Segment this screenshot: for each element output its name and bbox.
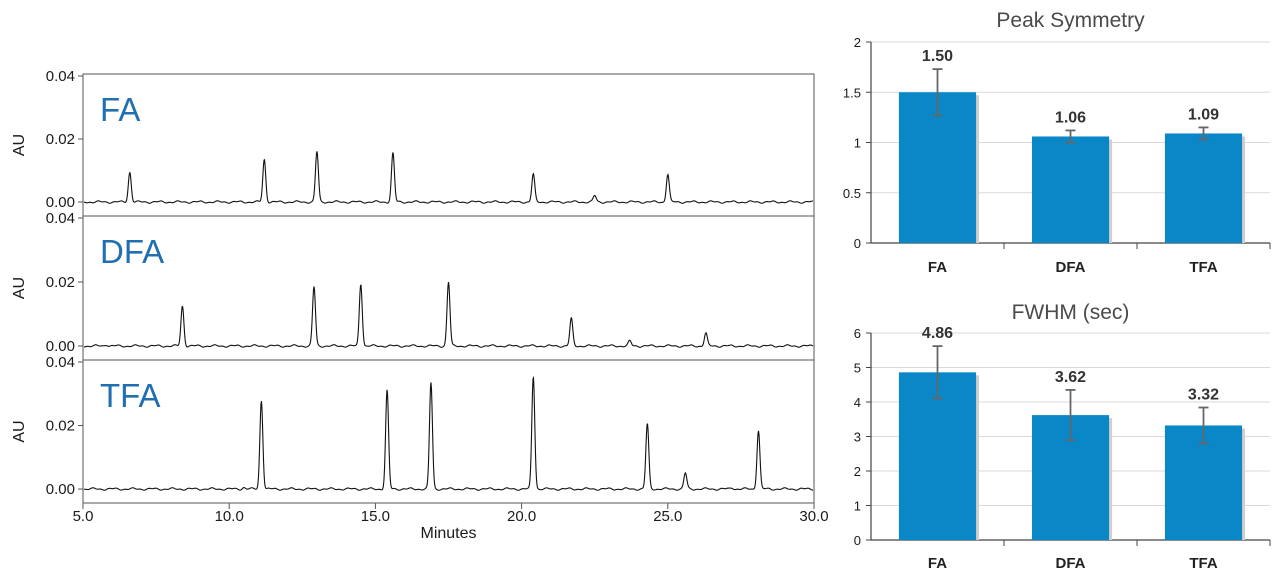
x-tick-label: 5.0 bbox=[73, 508, 94, 525]
x-axis-label: Minutes bbox=[420, 525, 476, 542]
trace-label: FA bbox=[100, 91, 140, 128]
y-tick-label: 0.04 bbox=[46, 68, 75, 85]
plot-frame bbox=[82, 359, 815, 504]
data-label: 1.09 bbox=[1188, 106, 1219, 123]
y-tick-label: 0.00 bbox=[46, 194, 75, 211]
category-label: FA bbox=[928, 259, 947, 276]
fwhm-chart: FWHM (sec) 0 1 2 3 4 5 6 4.86 FA 3.62 DFA 3.32 TFA bbox=[854, 301, 1271, 572]
y-tick-label: 4 bbox=[854, 395, 861, 410]
trace-line bbox=[83, 151, 814, 204]
bar bbox=[1031, 136, 1110, 243]
trace-label: TFA bbox=[100, 377, 161, 414]
trace-label: DFA bbox=[100, 233, 164, 270]
x-tick-label: 10.0 bbox=[215, 508, 244, 525]
y-tick-label: 0 bbox=[854, 236, 861, 251]
bar bbox=[898, 92, 977, 243]
y-tick-label: 0 bbox=[854, 533, 861, 548]
chart-title: FWHM (sec) bbox=[1012, 301, 1130, 324]
y-tick-label: 0.02 bbox=[46, 418, 75, 435]
y-axis-label: AU bbox=[11, 420, 28, 442]
y-tick-label: 2 bbox=[854, 35, 861, 50]
chart-title: Peak Symmetry bbox=[996, 9, 1145, 32]
data-label: 4.86 bbox=[922, 325, 953, 342]
category-label: TFA bbox=[1189, 555, 1217, 572]
peak-symmetry-chart: Peak Symmetry 0 0.5 1 1.5 2 1.50 FA 1.06 DFA 1.09 T… bbox=[843, 9, 1271, 276]
y-tick-label: 0.5 bbox=[843, 186, 861, 201]
y-tick-label: 0.00 bbox=[46, 481, 75, 498]
y-tick-label: 0.02 bbox=[46, 131, 75, 148]
data-label: 1.06 bbox=[1055, 109, 1086, 126]
y-tick-label: 6 bbox=[854, 326, 861, 341]
y-tick-label: 1.5 bbox=[843, 85, 861, 100]
y-axis-label: AU bbox=[11, 277, 28, 299]
data-label: 3.32 bbox=[1188, 387, 1219, 404]
plot-frame bbox=[82, 73, 815, 217]
category-label: FA bbox=[928, 555, 947, 572]
data-label: 1.50 bbox=[922, 48, 953, 65]
bar bbox=[1164, 425, 1243, 540]
y-tick-label: 1 bbox=[854, 136, 861, 151]
bar bbox=[1164, 133, 1243, 243]
y-tick-label: 0.02 bbox=[46, 274, 75, 291]
trace-line bbox=[83, 375, 814, 491]
y-tick-label: 0.04 bbox=[46, 210, 75, 227]
y-tick-label: 0.04 bbox=[46, 354, 75, 371]
y-tick-label: 2 bbox=[854, 464, 861, 479]
y-tick-label: 3 bbox=[854, 430, 861, 445]
category-label: DFA bbox=[1056, 259, 1086, 276]
bar bbox=[898, 372, 977, 540]
y-axis-label: AU bbox=[11, 134, 28, 156]
category-label: DFA bbox=[1056, 555, 1086, 572]
category-label: TFA bbox=[1189, 259, 1217, 276]
y-tick-label: 1 bbox=[854, 499, 861, 514]
x-tick-label: 30.0 bbox=[799, 508, 828, 525]
trace-line bbox=[83, 282, 814, 348]
x-tick-label: 20.0 bbox=[507, 508, 536, 525]
x-tick-label: 25.0 bbox=[653, 508, 682, 525]
y-tick-label: 5 bbox=[854, 361, 861, 376]
y-tick-label: 0.00 bbox=[46, 338, 75, 355]
data-label: 3.62 bbox=[1055, 369, 1086, 386]
chromatogram-panel: 0.000.020.04AUFA0.000.020.04AUDFA0.000.0… bbox=[11, 68, 829, 542]
x-tick-label: 15.0 bbox=[361, 508, 390, 525]
